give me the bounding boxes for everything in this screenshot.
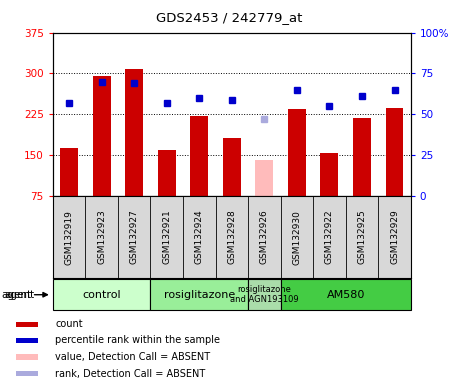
Text: count: count — [55, 319, 83, 329]
Text: GSM132928: GSM132928 — [227, 210, 236, 265]
Text: control: control — [82, 290, 121, 300]
Text: GDS2453 / 242779_at: GDS2453 / 242779_at — [157, 11, 302, 24]
Bar — [60, 148, 78, 196]
Bar — [16, 338, 38, 343]
FancyBboxPatch shape — [280, 280, 411, 310]
Bar — [16, 321, 38, 327]
Text: GSM132925: GSM132925 — [358, 210, 366, 265]
Text: agent: agent — [1, 290, 31, 300]
Bar — [190, 116, 208, 196]
Bar — [353, 118, 371, 196]
Text: GSM132924: GSM132924 — [195, 210, 204, 265]
Text: percentile rank within the sample: percentile rank within the sample — [55, 335, 220, 345]
Text: GSM132922: GSM132922 — [325, 210, 334, 265]
Bar — [223, 137, 241, 196]
Text: GSM132921: GSM132921 — [162, 210, 171, 265]
Bar — [125, 69, 143, 196]
Text: agent: agent — [5, 290, 35, 300]
Text: rosiglitazone: rosiglitazone — [163, 290, 235, 300]
Text: GSM132927: GSM132927 — [129, 210, 139, 265]
FancyBboxPatch shape — [53, 280, 151, 310]
Text: rank, Detection Call = ABSENT: rank, Detection Call = ABSENT — [55, 369, 205, 379]
Bar — [255, 161, 273, 196]
Text: GSM132926: GSM132926 — [260, 210, 269, 265]
Text: rosiglitazone
and AGN193109: rosiglitazone and AGN193109 — [230, 285, 299, 305]
Text: GSM132923: GSM132923 — [97, 210, 106, 265]
Bar — [288, 109, 306, 196]
Bar — [320, 154, 338, 196]
Bar — [16, 354, 38, 360]
FancyBboxPatch shape — [248, 280, 280, 310]
Bar — [93, 76, 111, 196]
Text: value, Detection Call = ABSENT: value, Detection Call = ABSENT — [55, 352, 210, 362]
Bar — [386, 108, 403, 196]
Text: GSM132919: GSM132919 — [65, 210, 73, 265]
Bar — [16, 371, 38, 376]
Text: AM580: AM580 — [326, 290, 365, 300]
Bar — [158, 150, 176, 196]
FancyBboxPatch shape — [151, 280, 248, 310]
Text: GSM132929: GSM132929 — [390, 210, 399, 265]
Text: GSM132930: GSM132930 — [292, 210, 302, 265]
